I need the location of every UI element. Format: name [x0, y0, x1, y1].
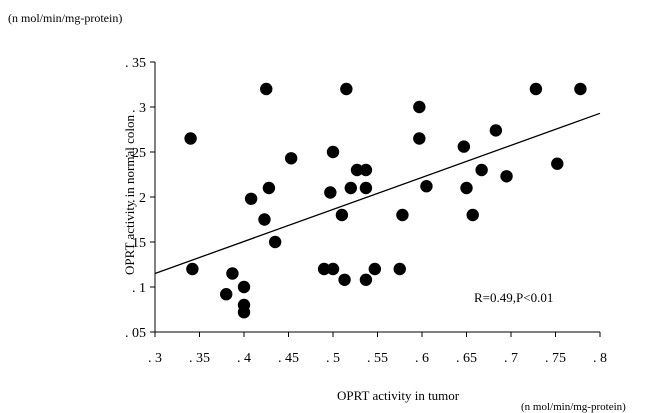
data-point: [186, 263, 198, 275]
x-tick-label: . 4: [237, 351, 251, 366]
x-tick-label: . 55: [367, 351, 388, 366]
points-layer: [184, 83, 586, 319]
data-point: [551, 158, 563, 170]
data-point: [360, 274, 372, 286]
x-tick-label: . 6: [415, 351, 429, 366]
y-axis-unit: (n mol/min/mg-protein): [8, 11, 122, 25]
data-point: [260, 83, 272, 95]
data-point: [340, 83, 352, 95]
regression-layer: [155, 113, 600, 273]
data-point: [327, 263, 339, 275]
data-point: [369, 263, 381, 275]
data-point: [245, 193, 257, 205]
data-point: [263, 182, 275, 194]
data-point: [285, 152, 297, 164]
x-tick-label: . 65: [456, 351, 477, 366]
data-point: [238, 306, 250, 318]
x-tick-label: . 5: [326, 351, 340, 366]
y-tick-label: . 35: [125, 56, 146, 71]
data-point: [184, 132, 196, 144]
data-point: [530, 83, 542, 95]
x-ticks: . 3 . 35 . 4 . 45 . 5 . 55 . 6 . 65 . 7 . 75 . 8: [148, 332, 607, 366]
regression-line: [155, 113, 600, 273]
y-tick-label: . 3: [132, 101, 146, 116]
data-point: [396, 209, 408, 221]
data-point: [500, 170, 512, 182]
data-point: [420, 180, 432, 192]
y-tick-label: . 05: [125, 326, 146, 341]
data-point: [394, 263, 406, 275]
data-point: [338, 274, 350, 286]
data-point: [269, 236, 281, 248]
data-point: [238, 281, 250, 293]
x-tick-label: . 3: [148, 351, 162, 366]
data-point: [226, 267, 238, 279]
data-point: [458, 140, 470, 152]
data-point: [413, 132, 425, 144]
data-point: [413, 101, 425, 113]
y-tick-label: . 15: [125, 236, 146, 251]
data-point: [324, 186, 336, 198]
data-point: [220, 288, 232, 300]
x-axis-unit: (n mol/min/mg-protein): [521, 401, 626, 413]
data-point: [475, 164, 487, 176]
data-point: [336, 209, 348, 221]
x-tick-label: . 8: [593, 351, 607, 366]
data-point: [327, 146, 339, 158]
x-tick-label: . 7: [504, 351, 518, 366]
y-tick-label: . 2: [132, 191, 146, 206]
x-tick-label: . 45: [278, 351, 299, 366]
x-tick-label: . 75: [545, 351, 566, 366]
data-point: [490, 124, 502, 136]
y-tick-label: . 25: [125, 146, 146, 161]
data-point: [345, 182, 357, 194]
correlation-annotation: R=0.49,P<0.01: [474, 290, 553, 305]
data-point: [360, 182, 372, 194]
data-point: [360, 164, 372, 176]
x-tick-label: . 35: [189, 351, 210, 366]
data-point: [467, 209, 479, 221]
y-tick-label: . 1: [132, 281, 146, 296]
x-axis-label: OPRT activity in tumor: [337, 388, 460, 403]
data-point: [460, 182, 472, 194]
data-point: [574, 83, 586, 95]
data-point: [258, 213, 270, 225]
